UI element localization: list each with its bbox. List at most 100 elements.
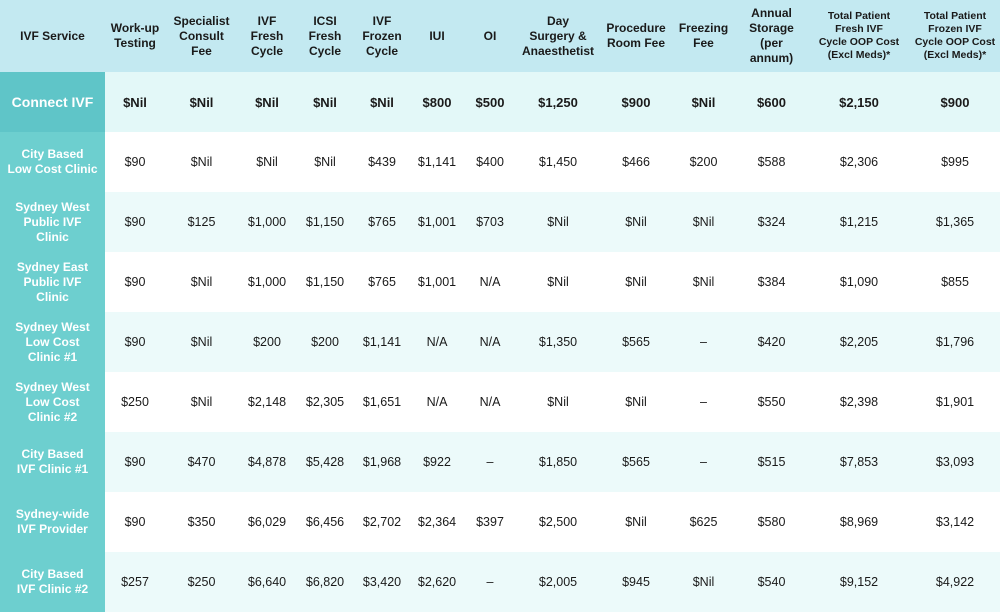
table-cell: $90 [105,312,165,372]
column-header: IVF Fresh Cycle [238,0,296,72]
table-cell: – [464,552,516,612]
table-cell: $Nil [516,252,600,312]
table-row: Sydney West Low Cost Clinic #1 $90 $Nil $20… [0,312,1000,372]
table-cell: $765 [354,192,410,252]
table-cell: $3,142 [910,492,1000,552]
table-cell: $6,820 [296,552,354,612]
column-header: ICSI Fresh Cycle [296,0,354,72]
table-cell: $2,500 [516,492,600,552]
table-cell: $350 [165,492,238,552]
table-cell: $Nil [600,192,672,252]
table-cell: $Nil [600,492,672,552]
table-cell: $90 [105,132,165,192]
column-header: Total Patient Fresh IVF Cycle OOP Cost (… [808,0,910,72]
table-cell: $Nil [165,72,238,132]
table-cell: $2,005 [516,552,600,612]
table-cell: – [672,312,735,372]
table-cell: – [672,432,735,492]
table-cell: $1,001 [410,252,464,312]
table-cell: $8,969 [808,492,910,552]
row-header: Sydney East Public IVF Clinic [0,252,105,312]
table-cell: $200 [238,312,296,372]
table-cell: $800 [410,72,464,132]
table-cell: N/A [410,312,464,372]
table-cell: – [672,372,735,432]
row-header: Sydney-wide IVF Provider [0,492,105,552]
column-header: IUI [410,0,464,72]
table-row: Sydney-wide IVF Provider $90 $350 $6,029 $6,… [0,492,1000,552]
table-cell: $1,215 [808,192,910,252]
table-cell: $625 [672,492,735,552]
table-cell: $6,456 [296,492,354,552]
table-row: City Based IVF Clinic #2 $257 $250 $6,640 $6… [0,552,1000,612]
table-cell: $2,364 [410,492,464,552]
table-cell: $397 [464,492,516,552]
table-row: Sydney West Low Cost Clinic #2 $250 $Nil $2… [0,372,1000,432]
column-header: Specialist Consult Fee [165,0,238,72]
table-cell: $922 [410,432,464,492]
row-header: Connect IVF [0,72,105,132]
table-cell: $2,620 [410,552,464,612]
table-row: City Based Low Cost Clinic $90 $Nil $Nil $Ni… [0,132,1000,192]
table-cell: $565 [600,312,672,372]
table-cell: $Nil [600,252,672,312]
table-cell: $Nil [165,372,238,432]
header-row: IVF Service Work-up Testing Specialist Con… [0,0,1000,72]
table-cell: $90 [105,252,165,312]
table-row: Connect IVF $Nil $Nil $Nil $Nil $Nil $800 $500 $… [0,72,1000,132]
table-cell: $1,090 [808,252,910,312]
table-cell: $7,853 [808,432,910,492]
table-cell: $Nil [672,192,735,252]
table-cell: $90 [105,492,165,552]
table-cell: $Nil [296,132,354,192]
table-cell: N/A [464,372,516,432]
table-cell: $Nil [516,192,600,252]
table-cell: $2,398 [808,372,910,432]
row-header: Sydney West Low Cost Clinic #1 [0,312,105,372]
table-row: City Based IVF Clinic #1 $90 $470 $4,878 $5,… [0,432,1000,492]
table-cell: $515 [735,432,808,492]
table-cell: $Nil [672,552,735,612]
column-header: Total Patient Frozen IVF Cycle OOP Cost … [910,0,1000,72]
table-cell: $4,922 [910,552,1000,612]
table-cell: $4,878 [238,432,296,492]
table-cell: $470 [165,432,238,492]
table-cell: $90 [105,432,165,492]
table-cell: $Nil [238,132,296,192]
table-cell: $1,350 [516,312,600,372]
row-header: City Based IVF Clinic #1 [0,432,105,492]
table-cell: $900 [910,72,1000,132]
table-cell: $1,250 [516,72,600,132]
table-row: Sydney West Public IVF Clinic $90 $125 $1,0… [0,192,1000,252]
table-cell: $580 [735,492,808,552]
table-cell: $1,450 [516,132,600,192]
column-header: Annual Storage (per annum) [735,0,808,72]
table-cell: $Nil [516,372,600,432]
table-cell: $250 [105,372,165,432]
table-cell: $125 [165,192,238,252]
table-cell: $Nil [672,252,735,312]
table-cell: $1,000 [238,252,296,312]
row-header: City Based IVF Clinic #2 [0,552,105,612]
table-cell: $565 [600,432,672,492]
table-cell: $3,093 [910,432,1000,492]
table-cell: $Nil [165,312,238,372]
table-cell: $703 [464,192,516,252]
table-cell: N/A [464,252,516,312]
table-cell: $400 [464,132,516,192]
table-cell: $1,651 [354,372,410,432]
table-row: Sydney East Public IVF Clinic $90 $Nil $1,0… [0,252,1000,312]
table-cell: $1,850 [516,432,600,492]
table-cell: $466 [600,132,672,192]
table-cell: $3,420 [354,552,410,612]
table-cell: $9,152 [808,552,910,612]
table-cell: $1,001 [410,192,464,252]
table-cell: $2,702 [354,492,410,552]
table-cell: $1,901 [910,372,1000,432]
column-header: Procedure Room Fee [600,0,672,72]
table-cell: $384 [735,252,808,312]
table-cell: $420 [735,312,808,372]
table-cell: $90 [105,192,165,252]
table-cell: $Nil [354,72,410,132]
